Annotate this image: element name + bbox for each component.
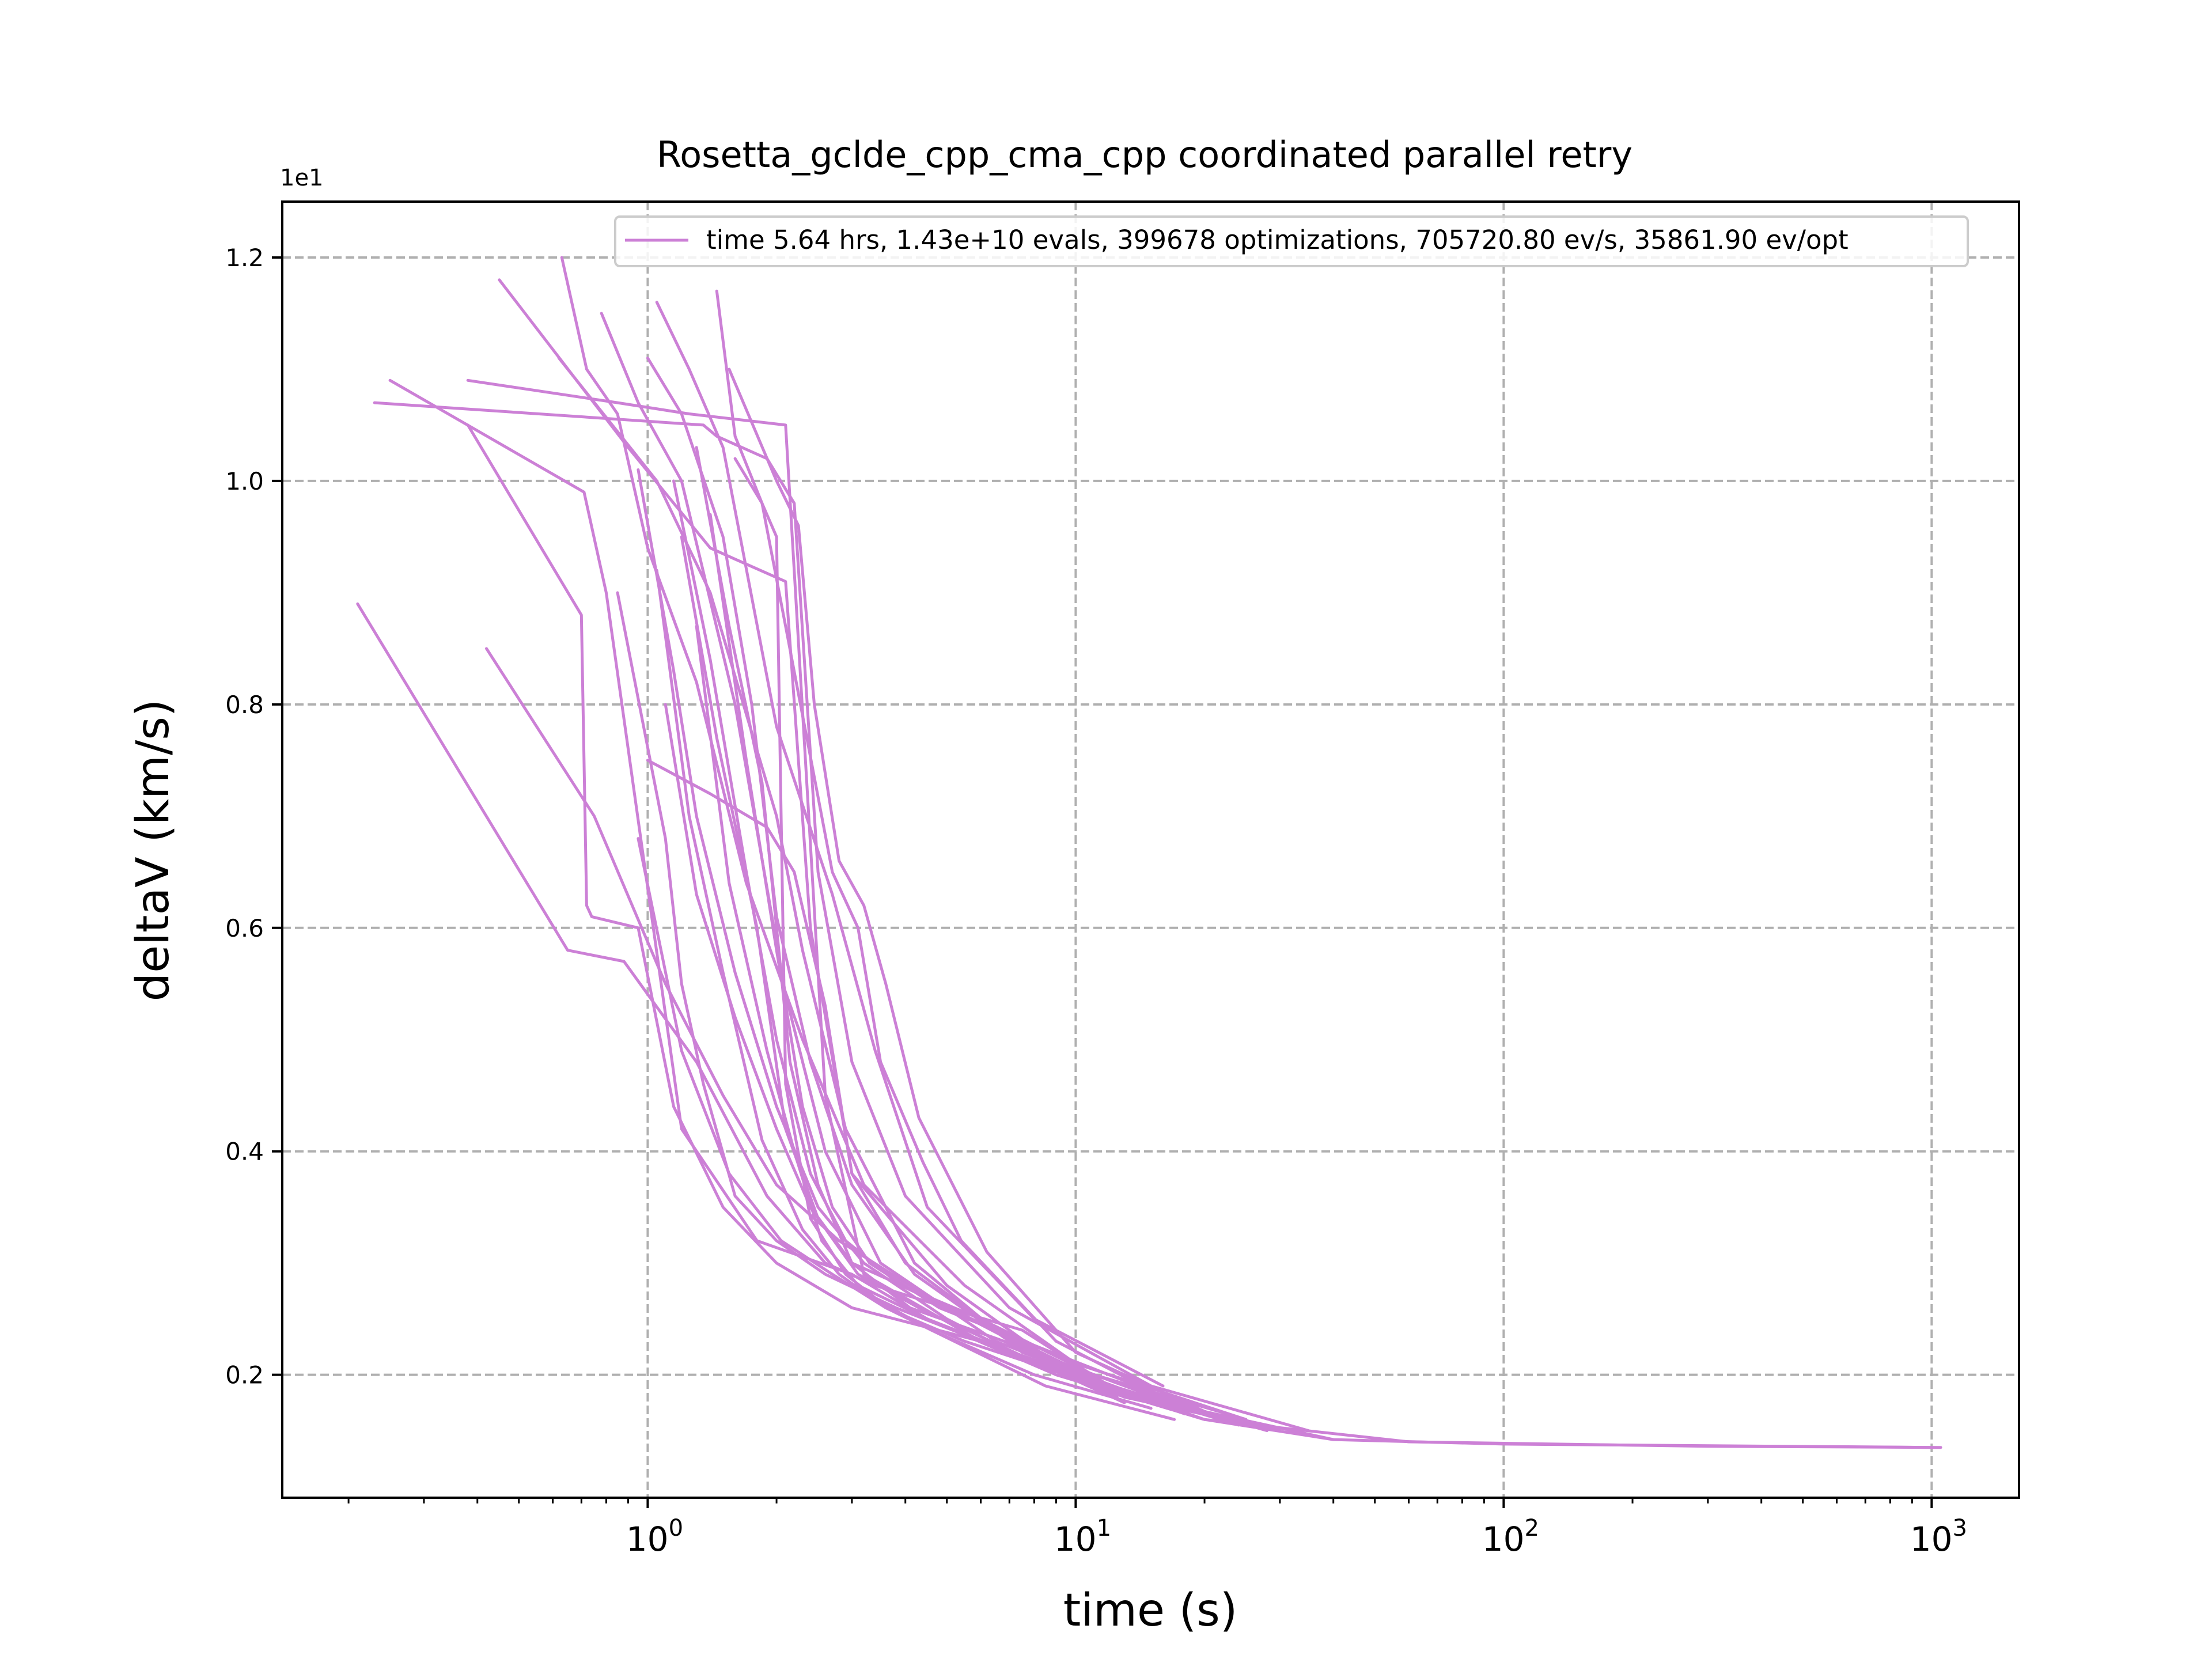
series-line: [498, 278, 1248, 1421]
y-scale-label: 1e1: [280, 165, 324, 191]
legend-box: [614, 215, 1969, 267]
plot-frame: [281, 200, 2020, 1499]
series-line: [655, 569, 1176, 1421]
series-line: [373, 401, 1310, 1433]
x-tick-label: 101: [1054, 1515, 1111, 1559]
x-tick-label: 100: [626, 1515, 683, 1559]
series-line: [715, 289, 1187, 1410]
series-line: [637, 837, 1206, 1421]
series-line: [664, 703, 1224, 1421]
legend: time 5.64 hrs, 1.43e+10 evals, 399678 op…: [614, 215, 1969, 267]
legend-label: time 5.64 hrs, 1.43e+10 evals, 399678 op…: [706, 225, 1849, 255]
axis-ticks: 0.2 0.4 0.6 0.8 1.0 1.2 100 101 102 103: [225, 244, 1967, 1559]
y-tick-label: 0.2: [225, 1361, 264, 1389]
x-tick-label: 103: [1910, 1515, 1967, 1559]
y-tick-label: 1.2: [225, 244, 264, 272]
series-line: [695, 446, 1119, 1399]
chart-title: Rosetta_gclde_cpp_cma_cpp coordinated pa…: [657, 134, 1633, 176]
x-axis-label: time (s): [1063, 1585, 1238, 1637]
series-line: [733, 457, 1153, 1410]
y-tick-label: 0.6: [225, 914, 264, 942]
series-line: [728, 368, 1224, 1421]
series-line: [388, 378, 1942, 1449]
y-tick-label: 0.8: [225, 691, 264, 719]
series-line: [695, 624, 1187, 1415]
y-tick-label: 0.4: [225, 1138, 264, 1166]
y-tick-label: 1.0: [225, 467, 264, 495]
series-line: [709, 513, 1196, 1410]
y-axis-label: deltaV (km/s): [127, 699, 179, 1002]
series-group: [356, 256, 1942, 1449]
x-tick-label: 102: [1482, 1515, 1539, 1559]
